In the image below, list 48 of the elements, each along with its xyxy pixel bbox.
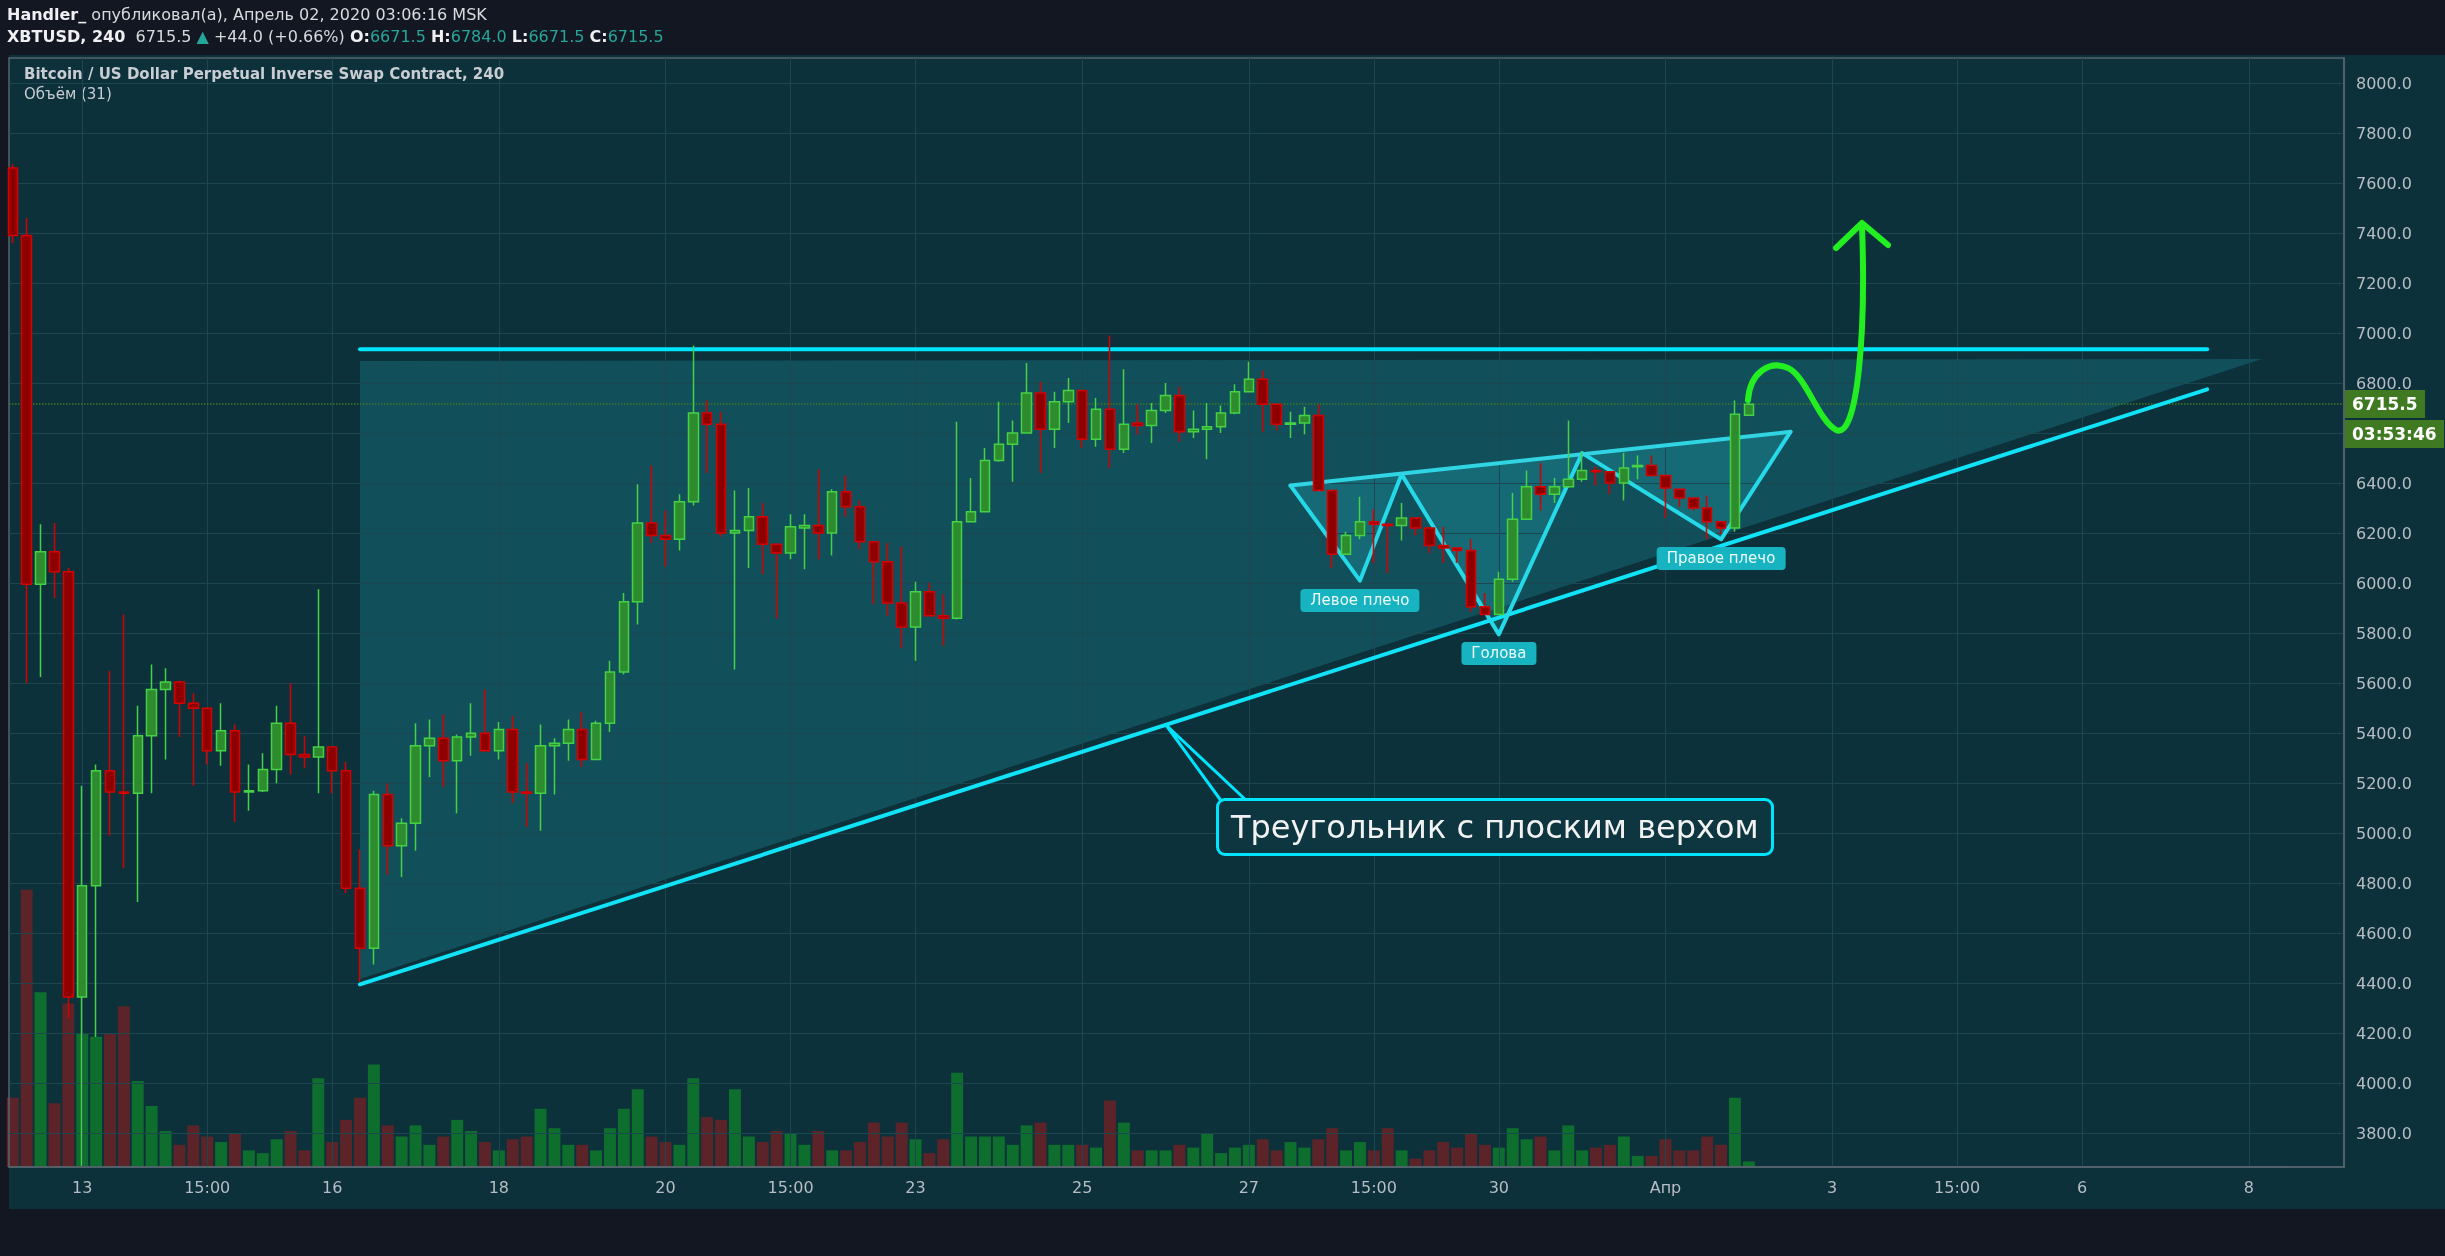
- chart-title: Bitcoin / US Dollar Perpetual Inverse Swap Contract, 240: [24, 64, 505, 83]
- y-tick-label: 4400.0: [2356, 973, 2412, 993]
- text: XBTUSD, 240: [7, 27, 126, 46]
- x-tick-label: 3: [1827, 1177, 1838, 1197]
- y-tick-label: 3800.0: [2356, 1123, 2412, 1143]
- y-tick-label: 6200.0: [2356, 523, 2412, 543]
- y-tick-label: 4800.0: [2356, 873, 2412, 893]
- text: 03:53:46: [2345, 420, 2444, 449]
- y-tick-label: 6000.0: [2356, 573, 2412, 593]
- x-tick-label: 15:00: [184, 1177, 231, 1197]
- y-tick-label: 5000.0: [2356, 823, 2412, 843]
- y-tick-label: 4000.0: [2356, 1073, 2412, 1093]
- x-tick-label: 15:00: [1934, 1177, 1981, 1197]
- x-tick-label: 8: [2243, 1177, 2254, 1197]
- x-tick-label: 6: [2077, 1177, 2088, 1197]
- y-tick-label: 5400.0: [2356, 723, 2412, 743]
- x-tick-label: 20: [655, 1177, 676, 1197]
- annotation: Левое плечо: [1300, 588, 1420, 612]
- y-tick-label: 7600.0: [2356, 173, 2412, 193]
- text: Handler_ опубликовал(а), Апрель 02, 2020 03:06:16 MSK: [7, 5, 487, 24]
- y-tick-label: 5600.0: [2356, 673, 2412, 693]
- y-tick-label: 6800.0: [2356, 373, 2412, 393]
- text: 6715.5 ▲ +44.0 (+0.66%) O:6671.5 H:6784.0 L:6671.5 C:6715.5: [135, 27, 664, 46]
- x-tick-label: 15:00: [767, 1177, 814, 1197]
- y-tick-label: 7800.0: [2356, 123, 2412, 143]
- y-tick-label: 4200.0: [2356, 1023, 2412, 1043]
- y-tick-label: 4600.0: [2356, 923, 2412, 943]
- annotation: Треугольник с плоским верхом: [1216, 798, 1774, 856]
- y-tick-label: 6400.0: [2356, 473, 2412, 493]
- ref-line-label: 6715.5: [2352, 394, 2418, 415]
- x-tick-label: 15:00: [1350, 1177, 1397, 1197]
- y-tick-label: 5800.0: [2356, 623, 2412, 643]
- y-tick-label: 7000.0: [2356, 323, 2412, 343]
- x-tick-label: 27: [1238, 1177, 1260, 1197]
- y-tick-label: 7400.0: [2356, 223, 2412, 243]
- chart-title: Объём (31): [24, 84, 112, 103]
- y-tick-label: 5200.0: [2356, 773, 2412, 793]
- x-tick-label: 23: [905, 1177, 926, 1197]
- y-tick-label: 7200.0: [2356, 273, 2412, 293]
- x-tick-label: Апр: [1649, 1177, 1682, 1197]
- x-tick-label: 18: [488, 1177, 510, 1197]
- x-tick-label: 16: [322, 1177, 343, 1197]
- x-tick-label: 30: [1488, 1177, 1510, 1197]
- x-tick-label: 13: [72, 1177, 93, 1197]
- annotation: Голова: [1461, 642, 1537, 666]
- x-tick-label: 25: [1071, 1177, 1093, 1197]
- y-tick-label: 8000.0: [2356, 73, 2412, 93]
- annotation: Правое плечо: [1656, 547, 1786, 571]
